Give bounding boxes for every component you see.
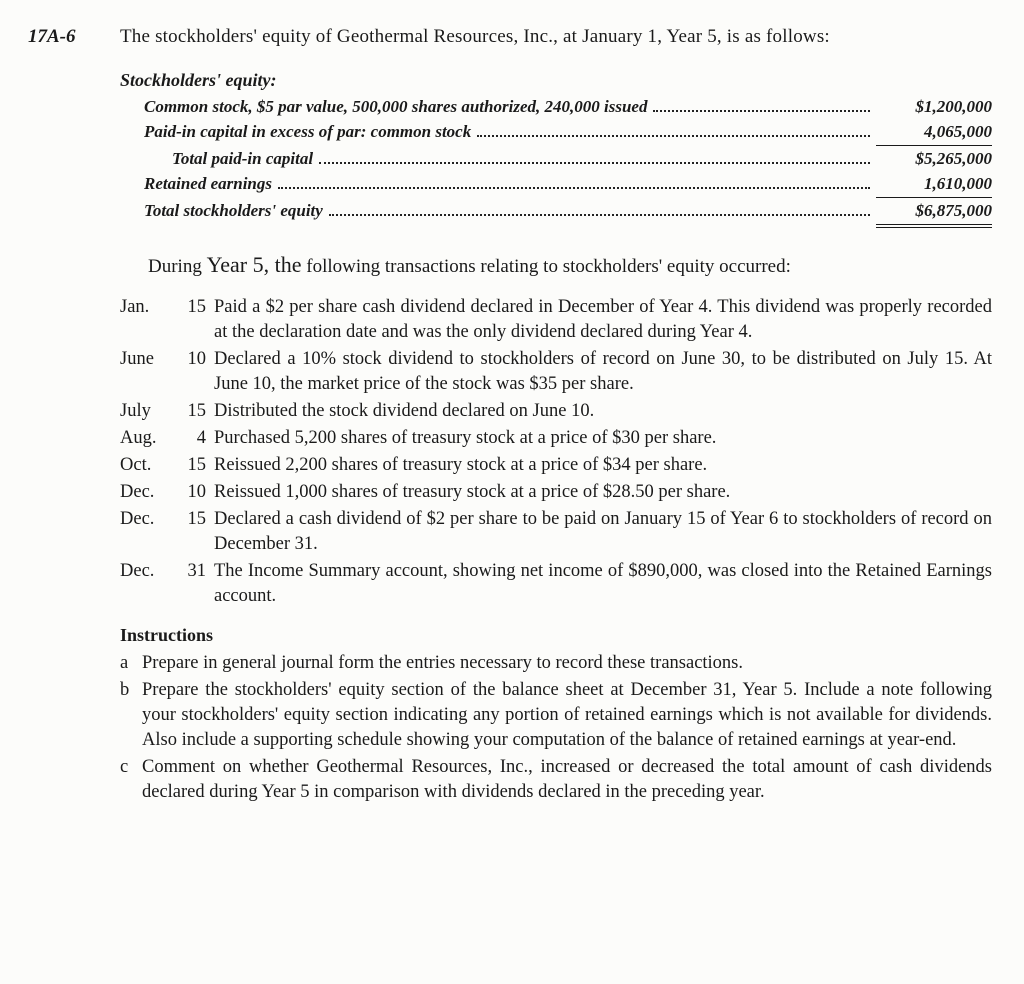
txn-month: Dec. xyxy=(120,559,172,584)
equity-label: Common stock, $5 par value, 500,000 shar… xyxy=(144,96,647,119)
instruction-row: aPrepare in general journal form the ent… xyxy=(120,651,992,676)
equity-label: Retained earnings xyxy=(144,173,272,196)
instruction-row: cComment on whether Geothermal Resources… xyxy=(120,755,992,805)
equity-label: Total stockholders' equity xyxy=(144,200,323,223)
dot-leader xyxy=(278,187,870,189)
txn-text: Declared a cash dividend of $2 per share… xyxy=(214,507,992,557)
transaction-row: Oct.15Reissued 2,200 shares of treasury … xyxy=(120,453,992,478)
instruction-row: bPrepare the stockholders' equity sectio… xyxy=(120,678,992,753)
txn-month: July xyxy=(120,399,172,424)
during-prefix: During xyxy=(148,256,207,277)
problem-row: 17A-6 The stockholders' equity of Geothe… xyxy=(28,24,992,807)
txn-month: Oct. xyxy=(120,453,172,478)
transaction-row: Dec.10Reissued 1,000 shares of treasury … xyxy=(120,480,992,505)
equity-label: Paid-in capital in excess of par: common… xyxy=(144,121,471,144)
instruction-letter: a xyxy=(120,651,142,676)
dot-leader xyxy=(329,214,870,216)
during-suffix: following transactions relating to stock… xyxy=(302,256,791,277)
instructions-heading: Instructions xyxy=(120,623,992,647)
transaction-row: Jan.15Paid a $2 per share cash dividend … xyxy=(120,295,992,345)
txn-text: Distributed the stock dividend declared … xyxy=(214,399,992,424)
transaction-list: Jan.15Paid a $2 per share cash dividend … xyxy=(120,295,992,609)
txn-text: Reissued 2,200 shares of treasury stock … xyxy=(214,453,992,478)
instruction-text: Prepare in general journal form the entr… xyxy=(142,651,992,676)
txn-month: Dec. xyxy=(120,480,172,505)
equity-line: Paid-in capital in excess of par: common… xyxy=(120,121,992,146)
dot-leader xyxy=(477,135,870,137)
dot-leader xyxy=(319,162,870,164)
txn-text: The Income Summary account, showing net … xyxy=(214,559,992,609)
txn-text: Purchased 5,200 shares of treasury stock… xyxy=(214,426,992,451)
txn-month: Aug. xyxy=(120,426,172,451)
txn-day: 4 xyxy=(172,426,214,451)
txn-text: Reissued 1,000 shares of treasury stock … xyxy=(214,480,992,505)
txn-month: Dec. xyxy=(120,507,172,532)
txn-day: 15 xyxy=(172,399,214,424)
intro-text: The stockholders' equity of Geothermal R… xyxy=(120,24,992,50)
txn-text: Declared a 10% stock dividend to stockho… xyxy=(214,347,992,397)
during-script: Year 5, the xyxy=(207,252,302,277)
transaction-row: Dec.15Declared a cash dividend of $2 per… xyxy=(120,507,992,557)
transaction-row: July15Distributed the stock dividend dec… xyxy=(120,399,992,424)
equity-line: Total stockholders' equity $6,875,000 xyxy=(120,200,992,228)
equity-section: Stockholders' equity: Common stock, $5 p… xyxy=(120,68,992,228)
equity-line: Retained earnings 1,610,000 xyxy=(120,173,992,198)
txn-day: 15 xyxy=(172,295,214,320)
equity-value: $6,875,000 xyxy=(876,200,992,228)
txn-day: 31 xyxy=(172,559,214,584)
equity-heading: Stockholders' equity: xyxy=(120,68,992,92)
equity-label: Total paid-in capital xyxy=(172,148,313,171)
txn-text: Paid a $2 per share cash dividend declar… xyxy=(214,295,992,345)
instructions-list: aPrepare in general journal form the ent… xyxy=(120,651,992,805)
txn-day: 15 xyxy=(172,453,214,478)
instruction-letter: c xyxy=(120,755,142,780)
instruction-letter: b xyxy=(120,678,142,703)
equity-value: $5,265,000 xyxy=(876,148,992,171)
instruction-text: Prepare the stockholders' equity section… xyxy=(142,678,992,753)
problem-number: 17A-6 xyxy=(28,24,120,50)
txn-month: June xyxy=(120,347,172,372)
equity-value: 1,610,000 xyxy=(876,173,992,198)
instruction-text: Comment on whether Geothermal Resources,… xyxy=(142,755,992,805)
equity-value: $1,200,000 xyxy=(876,96,992,119)
transaction-row: Dec.31The Income Summary account, showin… xyxy=(120,559,992,609)
equity-line: Total paid-in capital $5,265,000 xyxy=(120,148,992,171)
transaction-row: June10Declared a 10% stock dividend to s… xyxy=(120,347,992,397)
txn-month: Jan. xyxy=(120,295,172,320)
txn-day: 10 xyxy=(172,480,214,505)
problem-body: The stockholders' equity of Geothermal R… xyxy=(120,24,992,807)
txn-day: 10 xyxy=(172,347,214,372)
equity-line: Common stock, $5 par value, 500,000 shar… xyxy=(120,96,992,119)
txn-day: 15 xyxy=(172,507,214,532)
equity-value: 4,065,000 xyxy=(876,121,992,146)
dot-leader xyxy=(653,110,870,112)
transaction-row: Aug.4Purchased 5,200 shares of treasury … xyxy=(120,426,992,451)
during-paragraph: During Year 5, the following transaction… xyxy=(120,250,992,280)
